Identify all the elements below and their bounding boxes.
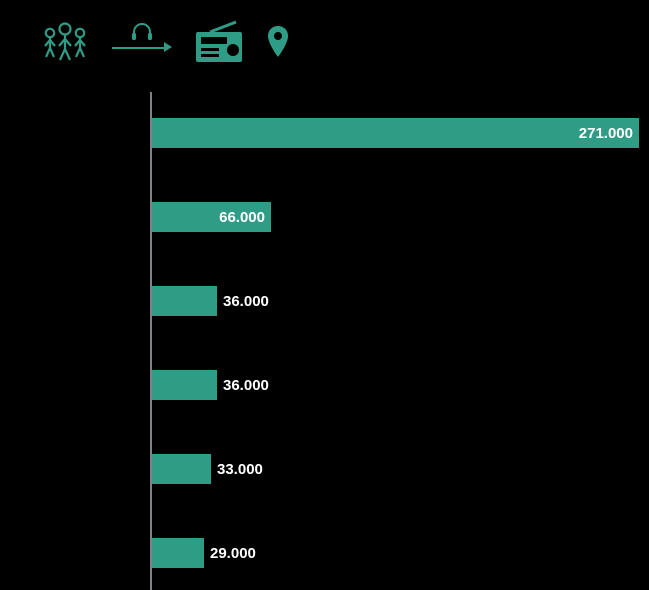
bar: 33.000 — [152, 454, 211, 484]
arrow-head — [164, 42, 172, 52]
bar: 36.000 — [152, 370, 217, 400]
chart-canvas: 271.000 66.000 36.000 36.000 33.000 29.000 — [0, 0, 649, 590]
header-icon-row — [38, 18, 290, 71]
bar: 36.000 — [152, 286, 217, 316]
listen-arrow — [112, 25, 172, 65]
bar-value-label: 33.000 — [217, 461, 263, 478]
location-pin-icon — [266, 24, 290, 65]
bar: 29.000 — [152, 538, 204, 568]
bar-value-label: 36.000 — [223, 377, 269, 394]
bar-chart: 271.000 66.000 36.000 36.000 33.000 29.000 — [150, 92, 639, 590]
bar: 66.000 — [152, 202, 271, 232]
arrow-line — [112, 47, 166, 49]
bar-value-label: 29.000 — [210, 545, 256, 562]
bar: 271.000 — [152, 118, 639, 148]
radio-icon — [192, 18, 246, 71]
y-axis — [150, 92, 152, 590]
bar-value-label: 66.000 — [219, 209, 265, 226]
bar-value-label: 36.000 — [223, 293, 269, 310]
headphones-icon — [130, 21, 154, 46]
bar-value-label: 271.000 — [579, 125, 633, 142]
people-icon — [38, 20, 92, 69]
